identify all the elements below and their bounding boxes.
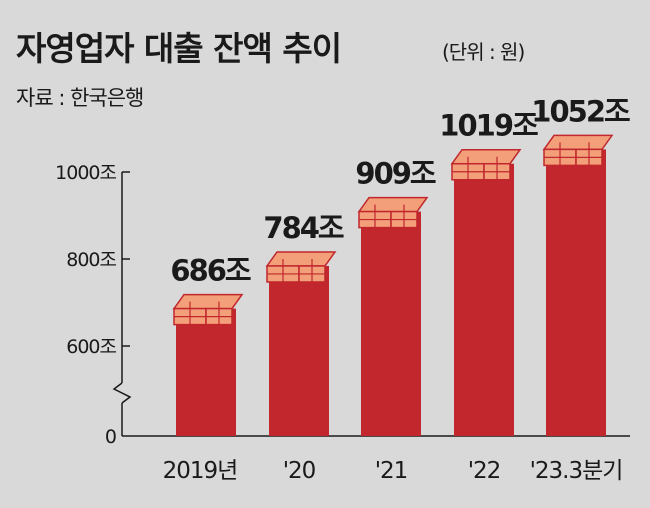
money-stack-top	[172, 293, 244, 310]
category-label: '20	[283, 458, 316, 484]
money-stack-top	[542, 134, 614, 151]
money-stack-top	[265, 251, 337, 267]
bar	[361, 211, 421, 436]
chart-title: 자영업자 대출 잔액 추이	[16, 29, 342, 68]
bar-value-label: 686조	[170, 254, 251, 288]
y-tick-label: 1000조	[55, 162, 116, 184]
source-label: 자료 : 한국은행	[16, 86, 144, 110]
bar-value-label: 909조	[355, 157, 436, 191]
y-tick-label: 0	[105, 426, 116, 448]
unit-label: (단위 : 원)	[442, 40, 525, 64]
money-stack-top	[357, 196, 429, 213]
y-tick-label: 800조	[66, 249, 116, 271]
category-label: 2019년	[163, 458, 238, 484]
bar-value-label: 784조	[263, 211, 344, 245]
bar	[454, 163, 514, 437]
bar-value-label: 1052조	[531, 94, 630, 128]
bar-value-label: 1019조	[439, 109, 538, 143]
category-label: '21	[375, 458, 408, 484]
bar	[269, 265, 329, 436]
category-label: '23.3분기	[530, 458, 623, 484]
category-label: '22	[468, 458, 501, 484]
bar	[546, 149, 606, 436]
y-axis-break	[112, 382, 132, 404]
y-tick-label: 600조	[66, 336, 116, 358]
money-stack-top	[450, 148, 522, 165]
bar	[176, 308, 236, 436]
